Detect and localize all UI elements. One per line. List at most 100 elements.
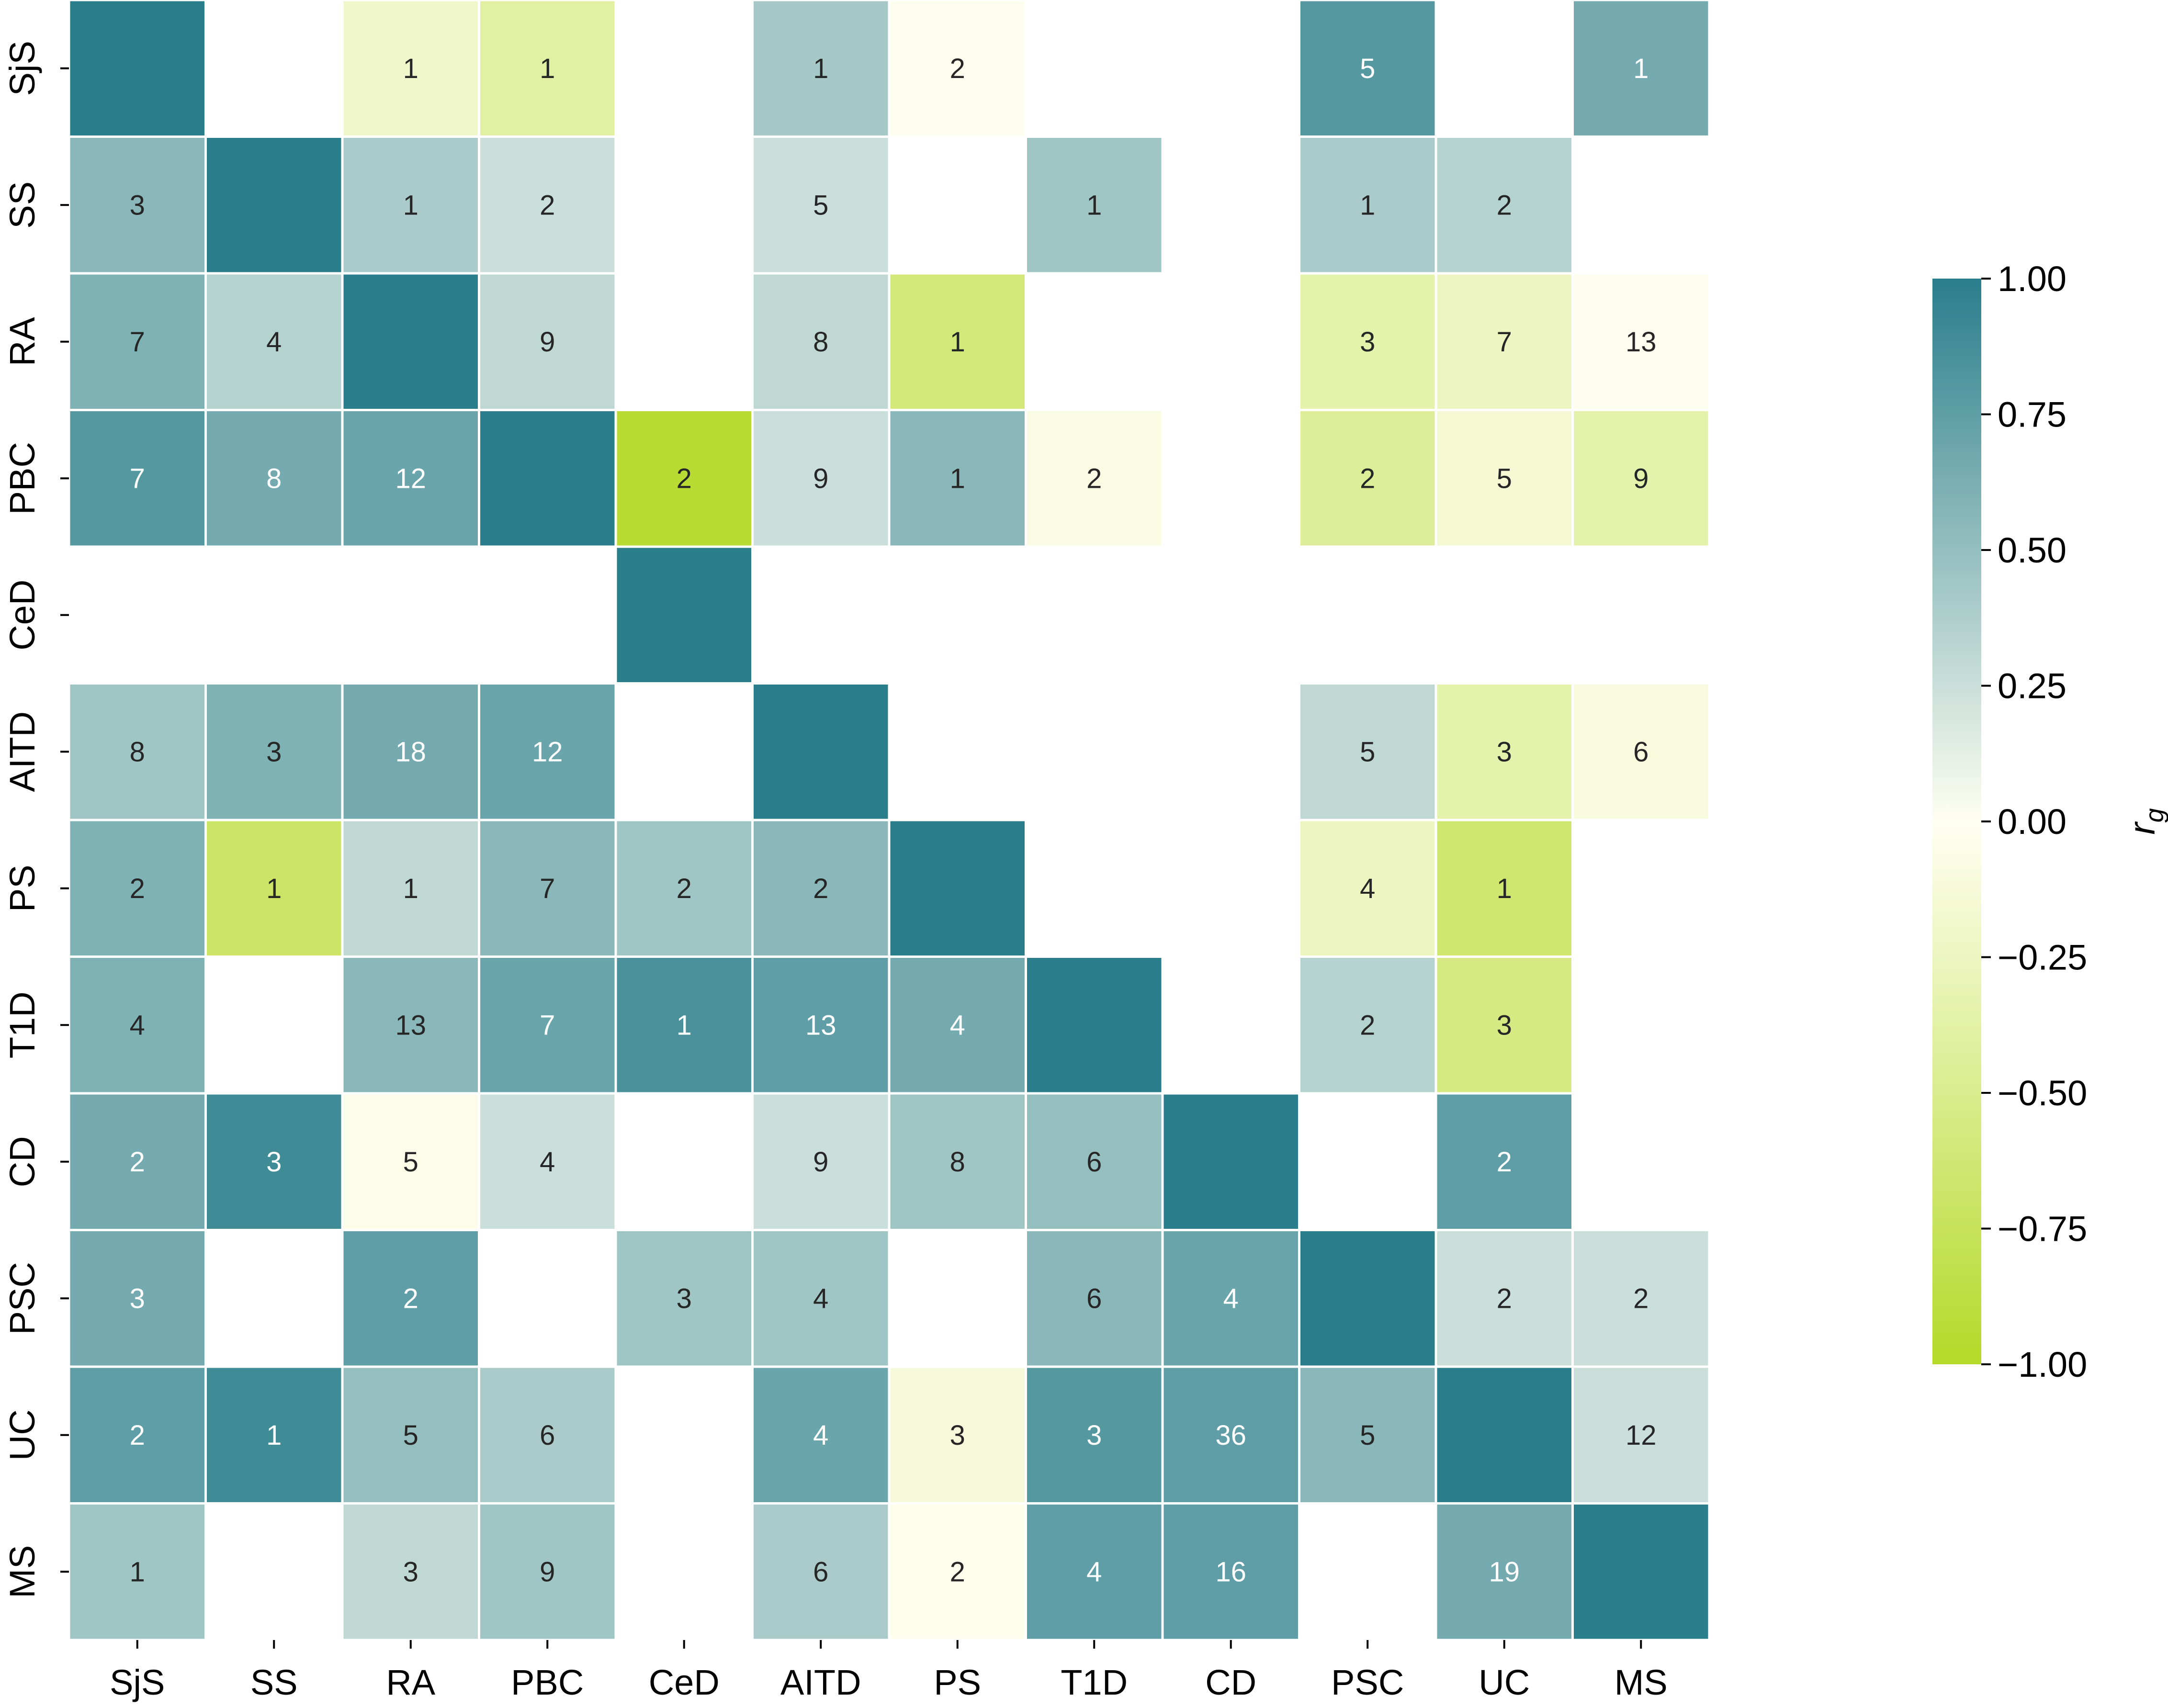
heatmap-cell-RA-RA (341, 272, 480, 411)
y-tick-label: UC (2, 1409, 42, 1461)
heatmap-cell-UC-RA (341, 1365, 480, 1505)
cell-annotation: 4 (1086, 1556, 1102, 1587)
x-tick-label: MS (1615, 1663, 1668, 1702)
heatmap-cell-PSC-AITD (751, 1229, 891, 1368)
cell-annotation: 2 (1497, 190, 1512, 221)
cell-annotation: 2 (1633, 1283, 1649, 1314)
heatmap-cell-AITD-PSC (1298, 682, 1437, 821)
x-tick-label: PSC (1331, 1663, 1404, 1702)
colorbar-ticks: 1.00 0.75 0.50 0.25 0.00 −0.25 −0.50 −0.75 −1.00 (1981, 259, 2087, 1384)
heatmap-cell-T1D-SjS (68, 955, 207, 1095)
heatmap-cell-MS-SjS (68, 1502, 207, 1641)
y-tick-label: MS (2, 1545, 42, 1598)
x-tick-label: SS (250, 1663, 298, 1702)
colorbar-gradient (1932, 279, 1981, 1364)
cell-annotation: 3 (677, 1283, 692, 1314)
cell-annotation: 5 (1360, 736, 1375, 767)
y-tick-label: CeD (2, 580, 42, 651)
heatmap-cell-T1D-CeD (614, 955, 754, 1095)
heatmap-cell-SS-AITD (751, 135, 891, 275)
heatmap-cell-PBC-T1D (1025, 409, 1164, 548)
cell-annotation: 2 (1360, 1010, 1375, 1041)
heatmap-cell-RA-PBC (478, 272, 617, 411)
heatmap-cell-RA-MS (1571, 272, 1711, 411)
y-tick-label: CD (2, 1136, 42, 1187)
heatmap-cell-RA-SS (204, 272, 344, 411)
colorbar-tick-label: −0.50 (1998, 1073, 2087, 1113)
cell-annotation: 6 (1086, 1146, 1102, 1178)
heatmap-cell-RA-PS (888, 272, 1027, 411)
heatmap-cell-PS-SS (204, 819, 344, 958)
cell-annotation: 3 (130, 190, 145, 221)
heatmap-cell-T1D-AITD (751, 955, 891, 1095)
cell-annotation: 5 (1497, 463, 1512, 494)
cell-annotation: 9 (813, 463, 828, 494)
cell-annotation: 1 (950, 463, 965, 494)
heatmap-cell-SjS-MS (1571, 0, 1711, 138)
cell-annotation: 1 (266, 1420, 282, 1451)
heatmap-cell-AITD-MS (1571, 682, 1711, 821)
heatmap-cell-AITD-AITD (751, 682, 891, 821)
x-tick-label: UC (1479, 1663, 1530, 1702)
cell-annotation: 8 (266, 463, 282, 494)
heatmap-cell-CD-RA (341, 1092, 480, 1231)
heatmap-cell-CD-UC (1434, 1092, 1574, 1231)
cell-annotation: 2 (677, 873, 692, 904)
heatmap-cell-SjS-AITD (751, 0, 891, 138)
cell-annotation: 4 (950, 1010, 965, 1041)
heatmap-cell-PSC-RA (341, 1229, 480, 1368)
y-tick-label: SjS (2, 41, 42, 96)
cell-annotation: 2 (813, 873, 828, 904)
cell-annotation: 4 (130, 1010, 145, 1041)
cell-annotation: 12 (395, 463, 426, 494)
heatmap-cell-UC-PSC (1298, 1365, 1437, 1505)
heatmap-cell-SS-SjS (68, 135, 207, 275)
heatmap-cell-RA-UC (1434, 272, 1574, 411)
cell-annotation: 7 (540, 1010, 555, 1041)
heatmap-cell-SjS-PBC (478, 0, 617, 138)
y-tick-label: T1D (2, 991, 42, 1058)
heatmap-cell-PBC-PBC (478, 409, 617, 548)
heatmap-cell-CeD-CeD (614, 545, 754, 685)
heatmap-cell-CD-PS (888, 1092, 1027, 1231)
heatmap-cell-UC-PBC (478, 1365, 617, 1505)
cell-annotation: 8 (950, 1146, 965, 1178)
cell-annotation: 7 (540, 873, 555, 904)
cell-annotation: 2 (1497, 1146, 1512, 1178)
heatmap-cell-CD-SS (204, 1092, 344, 1231)
x-tick-label: RA (386, 1663, 435, 1702)
heatmap-cell-UC-T1D (1025, 1365, 1164, 1505)
heatmap-cell-PS-PSC (1298, 819, 1437, 958)
heatmap-cell-PS-PS (888, 819, 1027, 958)
cell-annotation: 3 (1497, 736, 1512, 767)
x-tick-label: PBC (511, 1663, 584, 1702)
cell-annotation: 6 (1086, 1283, 1102, 1314)
y-tick-label: AITD (2, 711, 42, 792)
cell-annotation: 1 (403, 53, 418, 84)
cell-annotation: 3 (1086, 1420, 1102, 1451)
heatmap-cell-PBC-PSC (1298, 409, 1437, 548)
cell-annotation: 2 (1360, 463, 1375, 494)
y-tick-label: PSC (2, 1262, 42, 1335)
colorbar-tick-label: 0.75 (1998, 395, 2066, 435)
cell-annotation: 6 (540, 1420, 555, 1451)
y-tick-label: RA (2, 317, 42, 366)
heatmap-cell-SjS-RA (341, 0, 480, 138)
cell-annotation: 3 (403, 1556, 418, 1587)
heatmap-cell-CD-SjS (68, 1092, 207, 1231)
cell-annotation: 4 (266, 326, 282, 358)
y-tick-label: SS (2, 181, 42, 229)
cell-annotation: 3 (130, 1283, 145, 1314)
cell-annotation: 1 (1360, 190, 1375, 221)
heatmap-cell-PBC-RA (341, 409, 480, 548)
cell-annotation: 4 (813, 1283, 828, 1314)
x-tick-label: CD (1205, 1663, 1256, 1702)
heatmap-cell-SjS-PSC (1298, 0, 1437, 138)
cell-annotation: 5 (1360, 53, 1375, 84)
cell-annotation: 9 (540, 1556, 555, 1587)
heatmap-cell-SjS-PS (888, 0, 1027, 138)
heatmap-cell-PBC-CeD (614, 409, 754, 548)
cell-annotation: 18 (395, 736, 426, 767)
cell-annotation: 12 (532, 736, 563, 767)
